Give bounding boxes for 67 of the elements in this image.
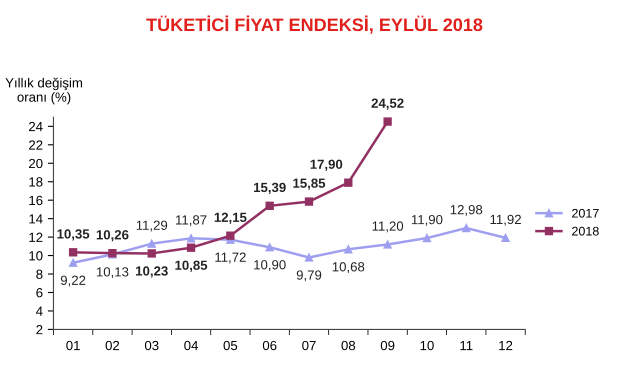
point	[68, 248, 78, 256]
point	[148, 239, 156, 248]
data-label: 11,87	[176, 215, 206, 226]
point	[344, 178, 352, 187]
y-tick-label: 2	[36, 324, 42, 334]
x-tick-label: 06	[262, 340, 276, 350]
y-tick-label: 12	[29, 232, 42, 242]
x-tick-label: 02	[106, 340, 120, 350]
data-label: 24,52	[372, 98, 404, 110]
legend-label: 2018	[572, 226, 599, 236]
point	[266, 202, 274, 210]
x-tick-label: 01	[66, 340, 80, 350]
point	[68, 258, 78, 267]
y-tick-label: 14	[29, 214, 43, 224]
point	[383, 117, 392, 126]
data-label: 11,90	[412, 214, 442, 226]
data-label: 10,23	[136, 266, 168, 278]
point	[226, 232, 235, 240]
point	[462, 224, 470, 232]
point	[501, 234, 510, 242]
x-tick-label: 08	[341, 340, 356, 350]
data-label: 11,20	[372, 221, 404, 232]
point	[383, 240, 392, 249]
y-tick-label: 16	[29, 196, 42, 206]
y-tick-label: 6	[36, 288, 42, 298]
data-label: 12,15	[214, 212, 247, 224]
point	[422, 234, 432, 242]
point	[186, 244, 196, 252]
point	[344, 245, 352, 254]
x-tick-label: 03	[144, 340, 159, 350]
data-label: 11,92	[490, 214, 521, 226]
x-tick-label: 05	[224, 340, 238, 350]
data-label: 11,29	[136, 220, 168, 232]
y-tick-label: 24	[29, 122, 43, 132]
y-axis-title: Yıllık değişim oranı (%)	[5, 78, 82, 104]
point	[148, 249, 156, 258]
data-label: 10,90	[254, 260, 286, 272]
data-label: 15,85	[293, 178, 326, 190]
point	[186, 234, 196, 242]
data-label: 15,39	[254, 182, 286, 194]
data-label: 9,79	[296, 270, 322, 282]
y-tick-label: 18	[29, 177, 42, 187]
data-label: 10,13	[96, 267, 128, 278]
data-label: 12,98	[450, 204, 482, 216]
data-label: 10,68	[332, 262, 364, 274]
data-label: 9,22	[60, 276, 86, 287]
data-label: 10,35	[57, 229, 90, 241]
chart-title: TÜKETİCİ FİYAT ENDEKSİ, EYLÜL 2018	[146, 16, 482, 34]
data-label: 10,26	[96, 230, 128, 242]
point	[266, 243, 274, 252]
y-tick-label: 10	[29, 251, 43, 260]
y-tick-label: 4	[36, 306, 43, 316]
x-tick-label: 12	[499, 340, 512, 350]
point	[304, 197, 314, 206]
data-label: 17,90	[310, 160, 342, 171]
x-tick-label: 07	[302, 340, 316, 350]
x-tick-label: 11	[460, 340, 472, 350]
legend-label: 2017	[572, 208, 599, 218]
x-tick-label: 04	[184, 340, 198, 350]
point	[304, 253, 314, 262]
y-tick-label: 20	[29, 158, 43, 168]
y-tick-label: 8	[36, 270, 42, 279]
y-tick-label: 22	[29, 140, 42, 150]
data-label: 11,72	[215, 252, 246, 264]
x-tick-label: 09	[380, 340, 394, 350]
data-label: 10,85	[175, 260, 208, 272]
x-tick-label: 10	[420, 340, 434, 350]
